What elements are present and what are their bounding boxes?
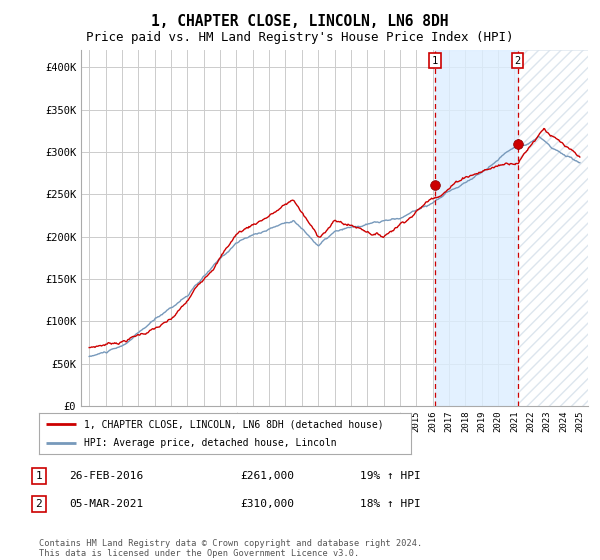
Text: £310,000: £310,000 — [240, 499, 294, 509]
Text: 1, CHAPTER CLOSE, LINCOLN, LN6 8DH (detached house): 1, CHAPTER CLOSE, LINCOLN, LN6 8DH (deta… — [83, 419, 383, 429]
Text: 1: 1 — [35, 471, 43, 481]
Text: Price paid vs. HM Land Registry's House Price Index (HPI): Price paid vs. HM Land Registry's House … — [86, 31, 514, 44]
Text: 26-FEB-2016: 26-FEB-2016 — [69, 471, 143, 481]
Bar — [435, 50, 518, 406]
Text: HPI: Average price, detached house, Lincoln: HPI: Average price, detached house, Linc… — [83, 438, 336, 447]
Text: £261,000: £261,000 — [240, 471, 294, 481]
Text: 1: 1 — [432, 56, 438, 66]
Text: 2: 2 — [35, 499, 43, 509]
Text: 2: 2 — [515, 56, 521, 66]
Text: 1, CHAPTER CLOSE, LINCOLN, LN6 8DH: 1, CHAPTER CLOSE, LINCOLN, LN6 8DH — [151, 14, 449, 29]
Text: 05-MAR-2021: 05-MAR-2021 — [69, 499, 143, 509]
Text: 19% ↑ HPI: 19% ↑ HPI — [360, 471, 421, 481]
Bar — [518, 50, 588, 406]
Bar — [518, 50, 588, 406]
Text: Contains HM Land Registry data © Crown copyright and database right 2024.
This d: Contains HM Land Registry data © Crown c… — [39, 539, 422, 558]
Text: 18% ↑ HPI: 18% ↑ HPI — [360, 499, 421, 509]
